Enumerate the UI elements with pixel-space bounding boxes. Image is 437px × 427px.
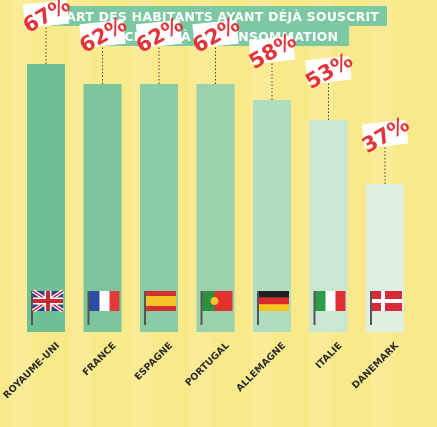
germany-flag-icon [257, 291, 289, 325]
value-label-box-portugal [192, 19, 239, 49]
portugal-flag-icon [200, 291, 233, 325]
france-flag-icon [87, 291, 120, 325]
spain-flag-icon [144, 291, 176, 325]
italy-flag-icon [313, 291, 346, 325]
value-label-box-allemagne [248, 35, 296, 65]
bar-portugal [196, 84, 235, 332]
value-label-box-france [79, 19, 126, 49]
value-label-box-royaume-uni [22, 0, 70, 29]
uk-flag-icon [31, 289, 65, 325]
bar-france [83, 84, 122, 332]
title-line-1: PART DES HABITANTS AYANT DÉJÀ SOUSCRIT [58, 9, 379, 24]
title-band-1 [50, 6, 387, 26]
value-label-box-espagne [135, 19, 183, 49]
value-label-box-italie [305, 55, 352, 85]
bar-espagne [140, 84, 178, 332]
value-label-box-danemark [361, 119, 409, 149]
bar-royaume-uni [27, 64, 65, 332]
denmark-flag-icon [370, 291, 402, 325]
